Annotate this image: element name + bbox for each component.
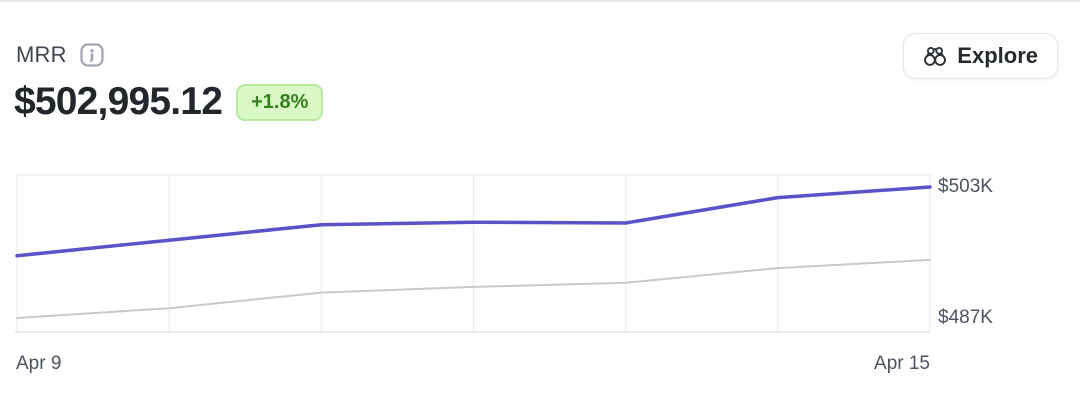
- info-icon[interactable]: [80, 43, 104, 67]
- metric-header: MRR: [16, 42, 104, 68]
- card-top-divider: [0, 0, 1080, 2]
- x-axis-label-start: Apr 9: [16, 353, 62, 374]
- metric-value: $502,995.12: [14, 80, 223, 123]
- metric-value-row: $502,995.12 +1.8%: [14, 80, 324, 124]
- change-badge: +1.8%: [236, 83, 324, 121]
- metric-title: MRR: [16, 42, 67, 67]
- explore-button[interactable]: Explore: [903, 33, 1058, 79]
- x-axis-label-end: Apr 15: [874, 353, 930, 374]
- y-axis-label-min: $487K: [938, 307, 993, 328]
- y-axis-label-max: $503K: [938, 176, 993, 197]
- explore-button-label: Explore: [957, 43, 1038, 68]
- binoculars-icon: [923, 44, 947, 68]
